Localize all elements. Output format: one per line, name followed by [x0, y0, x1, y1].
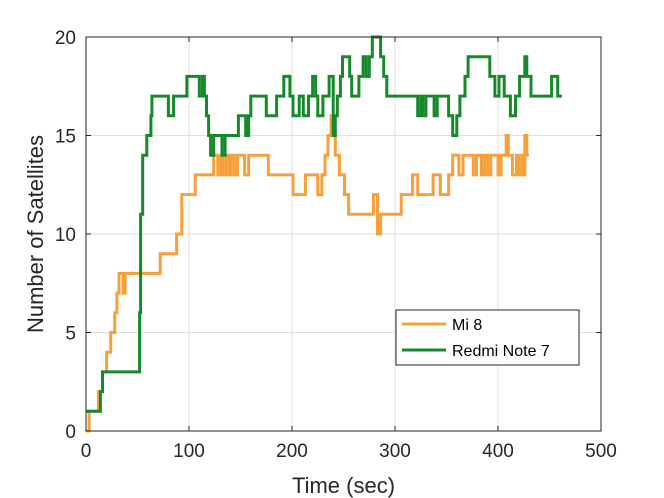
series-line-redmi-note-7 — [86, 35, 562, 413]
x-tick-label: 500 — [585, 441, 617, 462]
y-tick-label: 10 — [55, 225, 76, 246]
x-tick-label: 200 — [276, 441, 308, 462]
legend-label-redmi-note-7: Redmi Note 7 — [452, 343, 550, 360]
series-layer — [86, 35, 562, 433]
y-tick-label: 15 — [55, 127, 76, 148]
y-tick-label: 20 — [55, 28, 76, 49]
x-axis-label: Time (sec) — [292, 473, 395, 498]
x-tick-label: 0 — [81, 441, 92, 462]
x-tick-label: 100 — [173, 441, 205, 462]
y-axis-label: Number of Satellites — [23, 135, 48, 333]
y-tick-label: 0 — [65, 422, 76, 443]
y-axis-ticks: 0 5 10 15 20 — [55, 28, 601, 443]
legend-label-mi-8: Mi 8 — [452, 317, 482, 334]
x-axis-ticks: 0 100 200 300 400 500 — [81, 37, 617, 462]
y-tick-label: 5 — [65, 324, 76, 345]
x-tick-label: 400 — [482, 441, 514, 462]
legend: Mi 8 Redmi Note 7 — [395, 309, 580, 366]
x-tick-label: 300 — [379, 441, 411, 462]
legend-box — [395, 309, 580, 366]
